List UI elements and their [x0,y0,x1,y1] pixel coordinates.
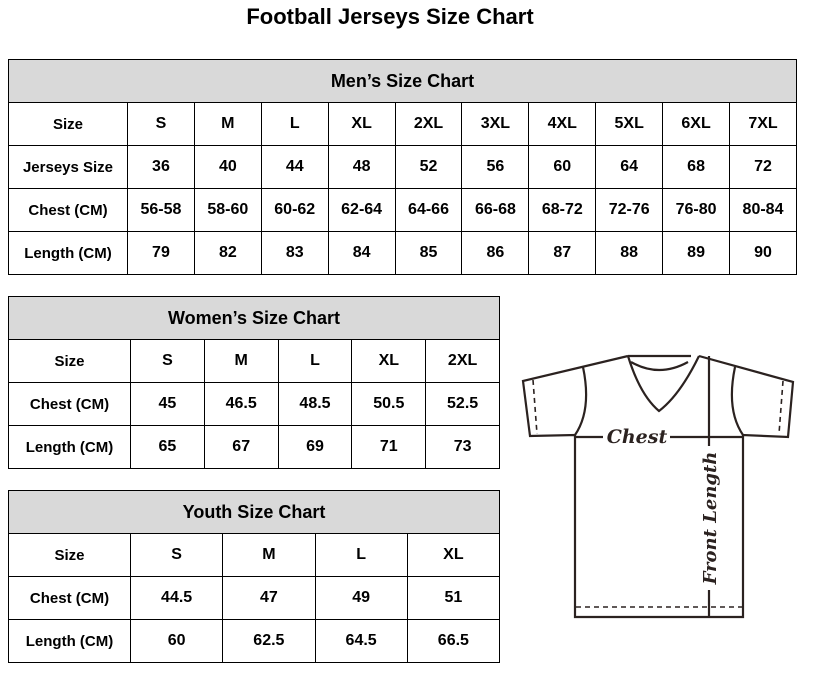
table-cell: 85 [394,231,463,275]
table-cell: 60-62 [260,188,329,232]
table-row: Jerseys Size 36 40 44 48 52 56 60 64 68 72 [8,145,797,189]
table-cell: 46.5 [203,382,279,426]
youth-size-table: Youth Size Chart Size S M L XL Chest (CM) 44.5 4… [8,490,501,663]
table-cell: 65 [130,425,205,469]
table-cell: M [203,339,279,383]
table-cell: 84 [327,231,396,275]
table-cell: 62.5 [222,619,316,663]
table-cell: 89 [662,231,731,275]
table-cell: 2XL [394,102,463,146]
table-cell: S [127,102,195,146]
table-cell: 50.5 [351,382,427,426]
table-cell: 64.5 [314,619,408,663]
table-cell: S [129,533,224,577]
row-label: Jerseys Size [8,145,128,189]
row-label: Length (CM) [8,619,131,663]
table-cell: M [222,533,316,577]
row-label: Length (CM) [8,425,131,469]
table-cell: 44 [260,145,329,189]
table-cell: XL [327,102,396,146]
table-cell: 60 [528,145,597,189]
womens-size-table: Women’s Size Chart Size S M L XL 2XL Chest (CM)… [8,296,500,469]
youth-table-title: Youth Size Chart [8,490,500,534]
table-cell: 64 [595,145,664,189]
table-cell: 90 [729,231,797,275]
men-table-title: Men’s Size Chart [8,59,797,103]
table-cell: 52 [394,145,463,189]
table-cell: 66.5 [406,619,501,663]
table-cell: 79 [127,231,195,275]
table-cell: L [260,102,329,146]
table-cell: 62-64 [327,188,396,232]
table-row: Size S M L XL [8,533,501,577]
women-table-title: Women’s Size Chart [8,296,500,340]
front-length-label: Front Length [700,452,721,586]
table-cell: 68 [662,145,731,189]
table-cell: 88 [595,231,664,275]
table-row: Chest (CM) 45 46.5 48.5 50.5 52.5 [8,382,500,426]
table-cell: 69 [277,425,353,469]
chest-label: Chest [607,426,668,448]
row-label: Size [8,533,131,577]
table-row: Chest (CM) 56-58 58-60 60-62 62-64 64-66 66-68… [8,188,797,232]
table-cell: 40 [193,145,262,189]
table-cell: 82 [193,231,262,275]
table-row: Length (CM) 60 62.5 64.5 66.5 [8,619,501,663]
table-cell: 48.5 [277,382,353,426]
table-cell: 72 [729,145,797,189]
table-cell: XL [406,533,501,577]
table-cell: 52.5 [425,382,500,426]
table-cell: 5XL [595,102,664,146]
table-cell: S [130,339,205,383]
table-cell: 51 [406,576,501,620]
table-row: Size S M L XL 2XL 3XL 4XL 5XL 6XL 7XL [8,102,797,146]
page-title: Football Jerseys Size Chart [246,4,534,29]
stitch-lines [532,379,784,608]
table-cell: 36 [127,145,195,189]
table-cell: 71 [351,425,427,469]
table-cell: 56-58 [127,188,195,232]
jersey-outline [521,354,795,619]
table-cell: M [193,102,262,146]
table-cell: 64-66 [394,188,463,232]
table-cell: 58-60 [193,188,262,232]
mens-size-table: Men’s Size Chart Size S M L XL 2XL 3XL 4XL 5XL 6XL… [8,59,797,275]
row-label: Chest (CM) [8,382,131,426]
table-cell: 80-84 [729,188,797,232]
table-row: Length (CM) 79 82 83 84 85 86 87 88 89 90 [8,231,797,275]
table-cell: 86 [461,231,530,275]
table-cell: 48 [327,145,396,189]
row-label: Chest (CM) [8,576,131,620]
row-label: Length (CM) [8,231,128,275]
table-cell: 67 [203,425,279,469]
row-label: Size [8,339,131,383]
table-row: Length (CM) 65 67 69 71 73 [8,425,500,469]
table-cell: 73 [425,425,500,469]
